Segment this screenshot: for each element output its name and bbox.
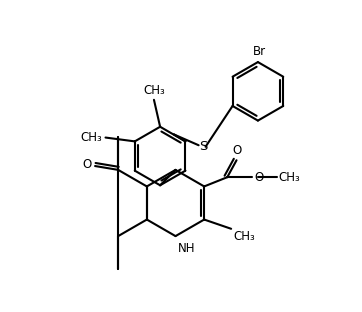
- Text: CH₃: CH₃: [143, 84, 165, 97]
- Text: O: O: [254, 171, 264, 184]
- Text: Br: Br: [253, 45, 266, 58]
- Text: CH₃: CH₃: [278, 171, 300, 184]
- Text: CH₃: CH₃: [233, 230, 255, 243]
- Text: CH₃: CH₃: [81, 131, 102, 144]
- Text: O: O: [83, 158, 92, 171]
- Text: S: S: [199, 140, 207, 153]
- Text: NH: NH: [178, 242, 195, 255]
- Text: O: O: [233, 144, 242, 157]
